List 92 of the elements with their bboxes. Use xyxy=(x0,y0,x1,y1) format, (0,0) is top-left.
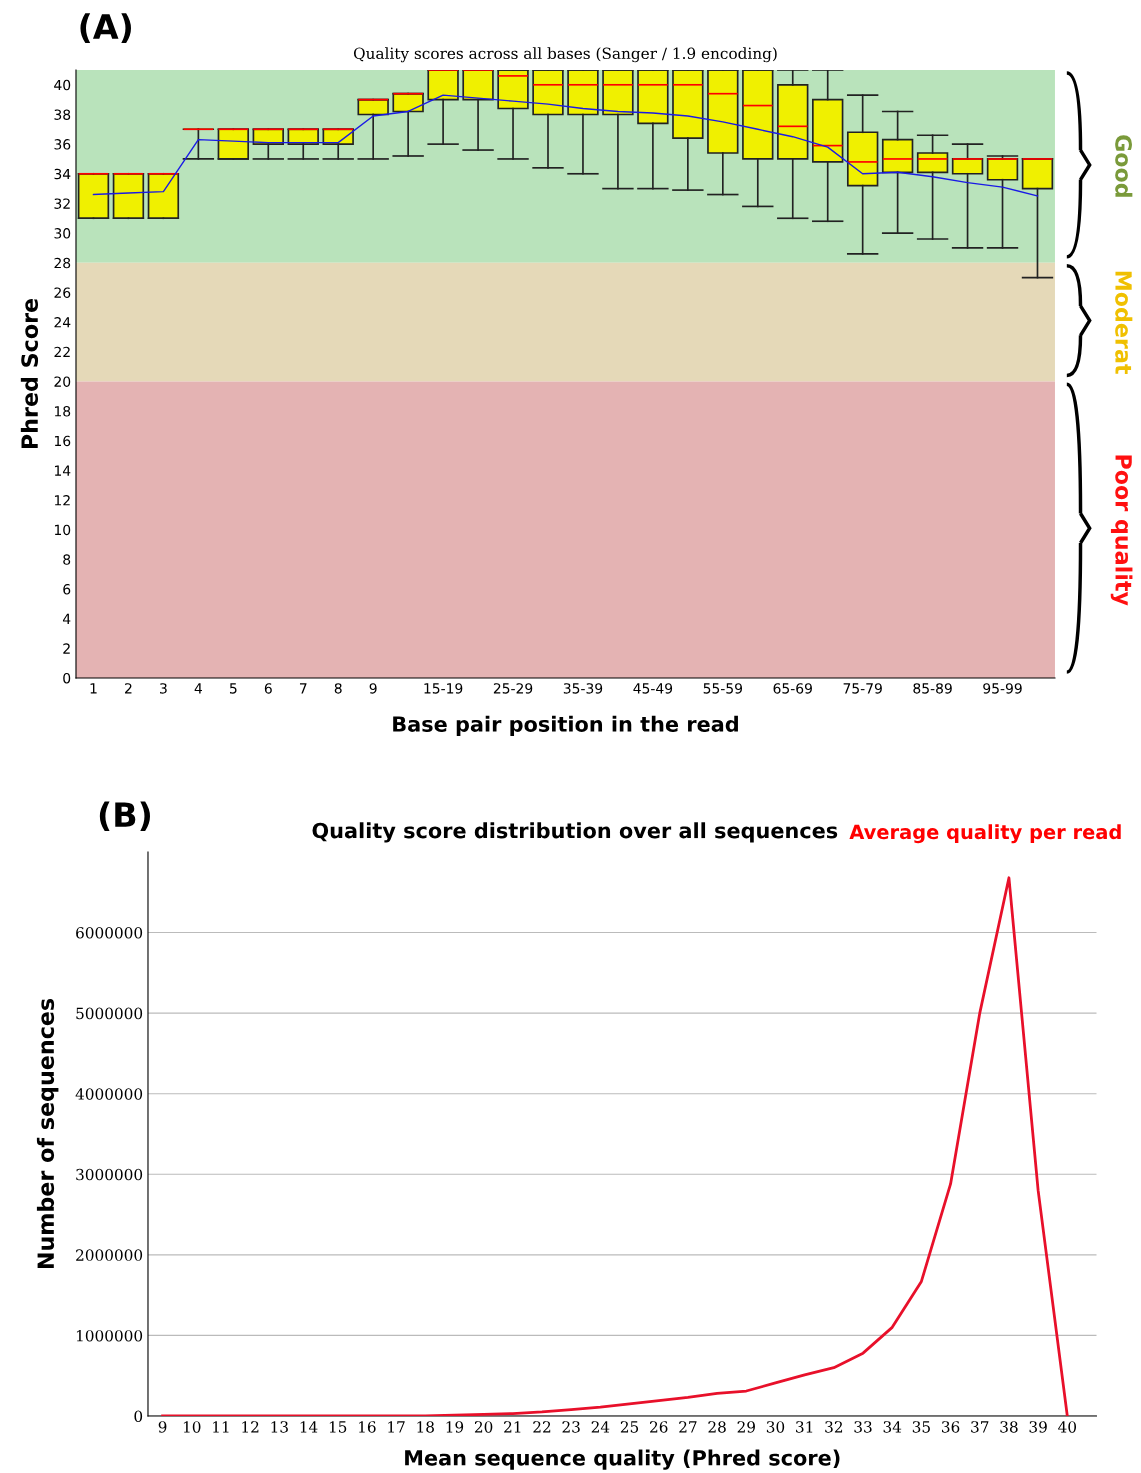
x-tick-label: 3 xyxy=(160,683,167,694)
x-tick-label: 65-69 xyxy=(773,683,812,694)
y-tick-label: 6 xyxy=(63,584,71,595)
x-tick-label: 15 xyxy=(329,1421,347,1433)
x-tick-label: 39 xyxy=(1029,1421,1047,1433)
y-tick-label: 32 xyxy=(54,198,70,209)
x-tick-label: 10 xyxy=(183,1421,201,1433)
x-tick-label: 4 xyxy=(194,683,202,694)
x-axis-title: Base pair position in the read xyxy=(393,715,738,736)
y-tick-label: 3000000 xyxy=(76,1168,143,1181)
x-tick-label: 24 xyxy=(591,1421,610,1433)
x-tick-label: 33 xyxy=(854,1421,872,1433)
y-tick-label: 28 xyxy=(54,257,71,269)
y-tick-label: 5000000 xyxy=(76,1007,143,1020)
line-series xyxy=(92,94,1039,197)
text: (A) xyxy=(80,13,131,44)
y-tick-label: 24 xyxy=(54,317,71,328)
x-tick-label: 38 xyxy=(1000,1421,1018,1433)
y-tick-label: 0 xyxy=(134,1410,143,1423)
x-tick-label: 14 xyxy=(300,1421,318,1433)
x-tick-label: 9 xyxy=(158,1421,167,1433)
x-tick-label: 19 xyxy=(446,1421,464,1433)
x-tick-label: 28 xyxy=(708,1421,726,1433)
y-tick-label: 2000000 xyxy=(76,1249,143,1261)
y-axis-title: Phred Score xyxy=(20,298,39,449)
x-tick-label: 11 xyxy=(213,1421,229,1433)
y-tick-label: 4 xyxy=(62,613,71,624)
x-tick-label: 95-99 xyxy=(983,683,1022,694)
x-tick-label: 15-19 xyxy=(424,683,463,694)
x-tick-label: 35-39 xyxy=(563,683,603,694)
y-tick-label: 10 xyxy=(54,524,71,536)
x-tick-label: 37 xyxy=(971,1421,989,1433)
text: (B) xyxy=(99,801,150,832)
x-axis-title: Mean sequence quality (Phred score) xyxy=(405,1449,840,1470)
x-tick-label: 27 xyxy=(679,1421,697,1433)
x-tick-label: 29 xyxy=(737,1421,755,1433)
y-tick-label: 8 xyxy=(63,554,71,565)
x-tick-label: 2 xyxy=(125,683,132,694)
y-tick-label: 36 xyxy=(54,139,71,150)
text: Poor quality xyxy=(1110,455,1133,606)
chart-title: Quality score distribution over all sequences xyxy=(312,822,838,843)
x-tick-label: 12 xyxy=(242,1421,259,1433)
y-tick-label: 6000000 xyxy=(76,927,143,939)
x-tick-label: 13 xyxy=(271,1421,288,1433)
chart-title: Quality scores across all bases (Sanger / 1.9 encoding) xyxy=(353,47,777,63)
x-tick-label: 26 xyxy=(650,1421,668,1433)
x-tick-label: 17 xyxy=(388,1421,405,1433)
y-tick-label: 4000000 xyxy=(75,1088,143,1100)
y-tick-label: 0 xyxy=(63,672,71,684)
x-tick-label: 25 xyxy=(620,1421,639,1433)
x-tick-label: 22 xyxy=(533,1421,551,1433)
y-tick-label: 40 xyxy=(54,79,71,91)
y-axis-title: Number of sequences xyxy=(36,998,59,1269)
x-tick-label: 34 xyxy=(883,1421,902,1433)
x-tick-label: 30 xyxy=(766,1421,785,1433)
y-tick-label: 14 xyxy=(54,465,71,476)
y-tick-label: 20 xyxy=(54,376,71,387)
y-tick-label: 34 xyxy=(54,168,71,180)
x-tick-label: 25-29 xyxy=(493,683,533,694)
x-tick-label: 36 xyxy=(942,1421,960,1433)
y-tick-label: 22 xyxy=(54,346,70,358)
text: Moderat xyxy=(1115,271,1133,375)
text: Good xyxy=(1115,135,1133,197)
x-tick-label: 16 xyxy=(359,1421,376,1433)
x-tick-label: 32 xyxy=(825,1421,843,1433)
text: Average quality per read xyxy=(849,824,1121,844)
y-tick-label: 26 xyxy=(54,287,71,298)
x-tick-label: 1 xyxy=(90,683,97,694)
y-tick-label: 30 xyxy=(54,228,71,239)
x-tick-label: 85-89 xyxy=(913,683,952,694)
y-tick-label: 38 xyxy=(54,109,71,120)
x-tick-label: 6 xyxy=(264,683,272,694)
x-tick-label: 5 xyxy=(229,683,237,694)
x-tick-label: 40 xyxy=(1058,1421,1077,1433)
x-tick-label: 18 xyxy=(417,1421,434,1433)
x-tick-label: 35 xyxy=(912,1421,930,1433)
y-tick-label: 16 xyxy=(54,435,71,447)
x-tick-label: 8 xyxy=(334,683,342,694)
x-tick-label: 45-49 xyxy=(633,683,673,694)
x-tick-label: 9 xyxy=(369,683,377,694)
x-tick-label: 7 xyxy=(299,683,307,694)
y-tick-label: 12 xyxy=(54,495,70,506)
y-tick-label: 1000000 xyxy=(76,1329,143,1342)
x-tick-label: 21 xyxy=(504,1421,521,1433)
line-series xyxy=(161,876,1069,1416)
x-tick-label: 20 xyxy=(474,1421,493,1433)
y-tick-label: 2 xyxy=(63,643,70,654)
x-tick-label: 55-59 xyxy=(703,683,743,694)
y-tick-label: 18 xyxy=(54,406,71,417)
x-tick-label: 75-79 xyxy=(843,683,882,694)
x-tick-label: 31 xyxy=(796,1421,813,1433)
x-tick-label: 23 xyxy=(562,1421,580,1433)
